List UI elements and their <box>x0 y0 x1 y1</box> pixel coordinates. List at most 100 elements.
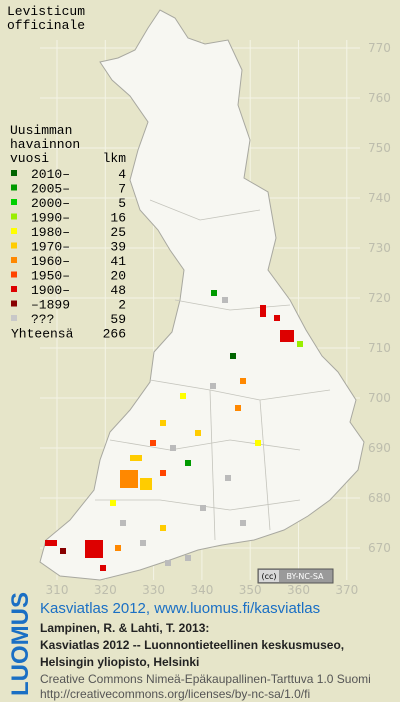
occurrence-square <box>180 393 186 399</box>
legend-label: 2000– <box>31 196 70 211</box>
legend-count: 25 <box>110 225 126 240</box>
occurrence-square <box>210 383 216 389</box>
legend-label: 1990– <box>31 211 70 226</box>
occurrence-square <box>235 405 241 411</box>
legend-total-label: Yhteensä <box>11 327 74 342</box>
northing-label: 680 <box>368 491 391 505</box>
northing-label: 750 <box>368 141 391 155</box>
legend-heading: havainnon <box>10 137 80 152</box>
legend-label: 1900– <box>31 283 70 298</box>
legend-swatch <box>11 199 17 205</box>
occurrence-square <box>222 297 228 303</box>
occurrence-square <box>140 478 152 490</box>
easting-label: 340 <box>190 583 213 597</box>
easting-label: 360 <box>287 583 310 597</box>
easting-label: 320 <box>94 583 117 597</box>
legend-label: 2005– <box>31 182 70 197</box>
license-text: BY-NC-SA <box>286 572 324 581</box>
easting-label: 310 <box>46 583 69 597</box>
northing-label: 740 <box>368 191 391 205</box>
region-borders <box>95 199 331 541</box>
easting-label: 330 <box>142 583 165 597</box>
occurrence-squares <box>45 290 303 571</box>
legend-swatch <box>11 170 17 176</box>
occurrence-square <box>115 545 121 551</box>
legend-count: 2 <box>118 298 126 313</box>
occurrence-square <box>60 548 66 554</box>
legend-swatch <box>11 315 17 321</box>
legend-swatch <box>11 228 17 234</box>
occurrence-square <box>200 505 206 511</box>
occurrence-square <box>255 440 261 446</box>
occurrence-square <box>85 540 103 558</box>
occurrence-square <box>130 455 142 461</box>
citation: Lampinen, R. & Lahti, T. 2013: <box>40 621 209 635</box>
occurrence-square <box>165 560 171 566</box>
legend-label: 1960– <box>31 254 70 269</box>
northing-label: 760 <box>368 91 391 105</box>
easting-label: 350 <box>239 583 262 597</box>
legend-heading: Uusimman <box>10 123 72 138</box>
occurrence-square <box>185 460 191 466</box>
occurrence-square <box>110 500 116 506</box>
legend-count: 39 <box>110 240 126 255</box>
legend-count: 7 <box>118 182 126 197</box>
license-line: Creative Commons Nimeä-Epäkaupallinen-Ta… <box>40 672 371 686</box>
legend-swatch <box>11 271 17 278</box>
atlas-link[interactable]: Kasviatlas 2012, www.luomus.fi/kasviatla… <box>40 600 320 617</box>
northing-label: 670 <box>368 541 391 555</box>
occurrence-square <box>160 470 166 476</box>
legend-swatch <box>11 213 17 220</box>
legend-count: 41 <box>110 254 126 269</box>
cc-icon: (cc) <box>261 572 276 581</box>
logo: LUOMUS <box>7 592 34 696</box>
occurrence-square <box>140 540 146 546</box>
occurrence-square <box>160 525 166 531</box>
legend-swatch <box>11 286 17 292</box>
northing-label: 690 <box>368 441 391 455</box>
northing-label: 730 <box>368 241 391 255</box>
legend-swatch <box>11 257 17 263</box>
occurrence-square <box>160 420 166 426</box>
legend-count-heading: lkm <box>103 151 127 166</box>
legend-label: 1980– <box>31 225 70 240</box>
occurrence-square <box>195 430 201 436</box>
legend-count: 4 <box>118 167 126 182</box>
occurrence-square <box>211 290 217 296</box>
species-name: officinale <box>7 18 85 33</box>
occurrence-square <box>297 341 303 347</box>
license-line: http://creativecommons.org/licenses/by-n… <box>40 687 310 701</box>
legend: Uusimman havainnon vuosi lkm 2010– 4 2005–… <box>10 123 126 342</box>
occurrence-square <box>120 470 138 488</box>
legend-count: 59 <box>110 312 126 327</box>
legend-label: 1950– <box>31 269 70 284</box>
occurrence-square <box>45 540 57 546</box>
occurrence-square <box>240 378 246 384</box>
occurrence-square <box>240 520 246 526</box>
occurrence-square <box>185 555 191 561</box>
northing-label: 700 <box>368 391 391 405</box>
citation: Kasviatlas 2012 -- Luonnontieteellinen k… <box>40 638 344 652</box>
legend-label: 1970– <box>31 240 70 255</box>
legend-swatch <box>11 184 17 191</box>
species-name: Levisticum <box>7 4 85 19</box>
occurrence-square <box>100 565 106 571</box>
citation: Helsingin yliopisto, Helsinki <box>40 655 199 669</box>
occurrence-square <box>120 520 126 526</box>
legend-count: 5 <box>118 196 126 211</box>
occurrence-square <box>150 440 156 446</box>
legend-label: ??? <box>31 312 54 327</box>
northing-label: 770 <box>368 41 391 55</box>
easting-label: 370 <box>335 583 358 597</box>
legend-total: 266 <box>103 327 126 342</box>
occurrence-square <box>170 445 176 451</box>
license-badge: (cc) BY-NC-SA <box>257 568 334 584</box>
legend-count: 16 <box>110 211 126 226</box>
occurrence-square <box>225 475 231 481</box>
occurrence-square <box>280 330 294 342</box>
legend-count: 20 <box>110 269 126 284</box>
occurrence-square <box>274 315 280 321</box>
occurrence-square <box>260 305 266 317</box>
northing-label: 710 <box>368 341 391 355</box>
